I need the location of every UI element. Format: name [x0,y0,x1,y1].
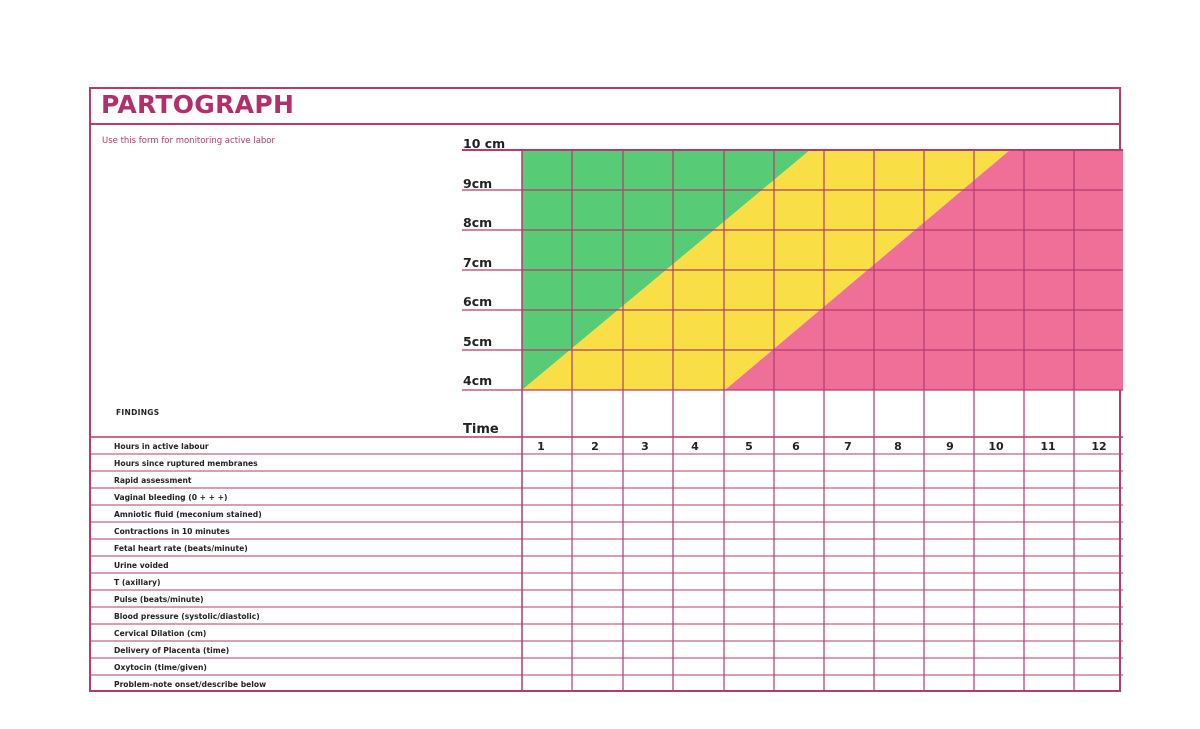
hour-2: 2 [591,440,599,453]
row-label-oxytocin: Oxytocin (time/given) [114,663,207,672]
row-label-pulse: Pulse (beats/minute) [114,595,204,604]
page-title: PARTOGRAPH [101,90,295,119]
row-label-vaginal-bleeding: Vaginal bleeding (0 + + +) [114,493,228,502]
form-instructions: Use this form for monitoring active labo… [102,136,276,146]
dilation-label-10cm: 10 cm [463,136,506,151]
dilation-label-4cm: 4cm [463,373,493,388]
row-label-blood-pressure: Blood pressure (systolic/diastolic) [114,612,260,621]
hour-9: 9 [946,440,954,453]
hour-6: 6 [792,440,800,453]
row-label-placenta-delivery: Delivery of Placenta (time) [114,646,230,655]
row-label-urine-voided: Urine voided [114,561,169,570]
hour-3: 3 [641,440,649,453]
row-label-fetal-heart-rate: Fetal heart rate (beats/minute) [114,544,248,553]
hour-5: 5 [745,440,753,453]
row-label-hours-ruptured-membranes: Hours since ruptured membranes [114,459,258,468]
row-label-problem-note: Problem-note onset/describe below [114,680,267,689]
row-label-temperature: T (axillary) [114,578,161,587]
findings-heading: FINDINGS [116,408,160,417]
hour-4: 4 [691,440,699,453]
hour-11: 11 [1040,440,1056,453]
hour-12: 12 [1091,440,1107,453]
hour-10: 10 [988,440,1004,453]
hour-8: 8 [894,440,902,453]
time-label: Time [463,422,499,437]
row-label-cervical-dilation: Cervical Dilation (cm) [114,629,207,638]
dilation-label-9cm: 9cm [463,176,493,191]
hour-7: 7 [844,440,852,453]
dilation-label-8cm: 8cm [463,215,493,230]
row-label-amniotic-fluid: Amniotic fluid (meconium stained) [114,510,262,519]
dilation-label-7cm: 7cm [463,255,493,270]
dilation-label-6cm: 6cm [463,294,493,309]
row-label-rapid-assessment: Rapid assessment [114,476,192,485]
hour-1: 1 [537,440,545,453]
title-row [89,87,1121,125]
dilation-label-5cm: 5cm [463,334,493,349]
row-label-hours-active-labour: Hours in active labour [114,442,209,451]
row-label-contractions: Contractions in 10 minutes [114,527,230,536]
